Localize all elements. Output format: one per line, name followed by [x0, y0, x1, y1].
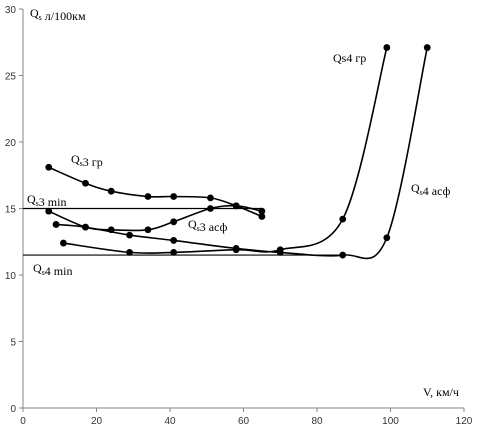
data-point — [423, 44, 431, 51]
data-point — [45, 207, 53, 215]
label-qs3-min: Qs3 min — [27, 192, 66, 209]
data-point — [170, 193, 178, 200]
data-point — [207, 194, 214, 202]
data-point — [232, 202, 240, 210]
y-tick-label: 25 — [5, 72, 17, 83]
data-point — [82, 179, 89, 187]
y-tick-label: 15 — [5, 205, 17, 216]
data-point — [383, 234, 391, 242]
series-line-4 — [56, 47, 429, 260]
y-axis-label: Qs л/100км — [30, 6, 86, 23]
data-point — [144, 193, 152, 200]
data-point — [258, 213, 266, 220]
x-tick-label: 0 — [20, 416, 26, 427]
data-point — [107, 226, 115, 234]
data-point — [258, 207, 266, 215]
data-point — [170, 237, 178, 244]
data-point — [126, 231, 133, 239]
tick-labels: 0 20 40 60 80 100 120 0 5 10 15 20 25 30 — [5, 5, 473, 427]
data-point — [126, 248, 133, 256]
data-points — [45, 44, 431, 259]
y-tick-label: 20 — [5, 138, 17, 149]
data-point — [107, 187, 115, 195]
x-tick-label: 80 — [311, 416, 323, 427]
data-point — [144, 226, 152, 234]
x-axis-label: V, км/ч — [423, 385, 459, 399]
data-point — [45, 163, 53, 171]
y-tick-label: 5 — [10, 338, 16, 349]
x-tick-label: 120 — [456, 416, 473, 427]
data-point — [339, 251, 347, 259]
x-tick-label: 100 — [382, 416, 399, 427]
data-point — [52, 221, 60, 228]
label-qs3-asf: Qs3 асф — [188, 217, 228, 234]
data-point — [170, 248, 178, 256]
data-point — [232, 245, 240, 252]
y-tick-label: 10 — [5, 271, 17, 282]
label-qs4-min: Qs4 min — [33, 261, 72, 278]
label-qs4-gr: Qs4 гр — [333, 51, 366, 65]
reference-lines — [23, 207, 343, 256]
series-lines — [48, 47, 429, 260]
label-qs3-gr: Qs3 гр — [71, 152, 103, 169]
data-point — [82, 223, 89, 231]
x-tick-label: 60 — [238, 416, 250, 427]
y-tick-label: 0 — [10, 404, 16, 415]
data-point — [276, 248, 284, 256]
y-tick-label: 30 — [5, 5, 17, 16]
x-tick-label: 40 — [164, 416, 176, 427]
data-point — [383, 44, 391, 51]
data-point — [60, 239, 67, 247]
data-point — [339, 215, 347, 223]
data-point — [170, 218, 178, 226]
data-point — [207, 205, 214, 212]
x-tick-label: 20 — [91, 416, 103, 427]
label-qs4-asf: Qs4 асф — [411, 181, 451, 198]
